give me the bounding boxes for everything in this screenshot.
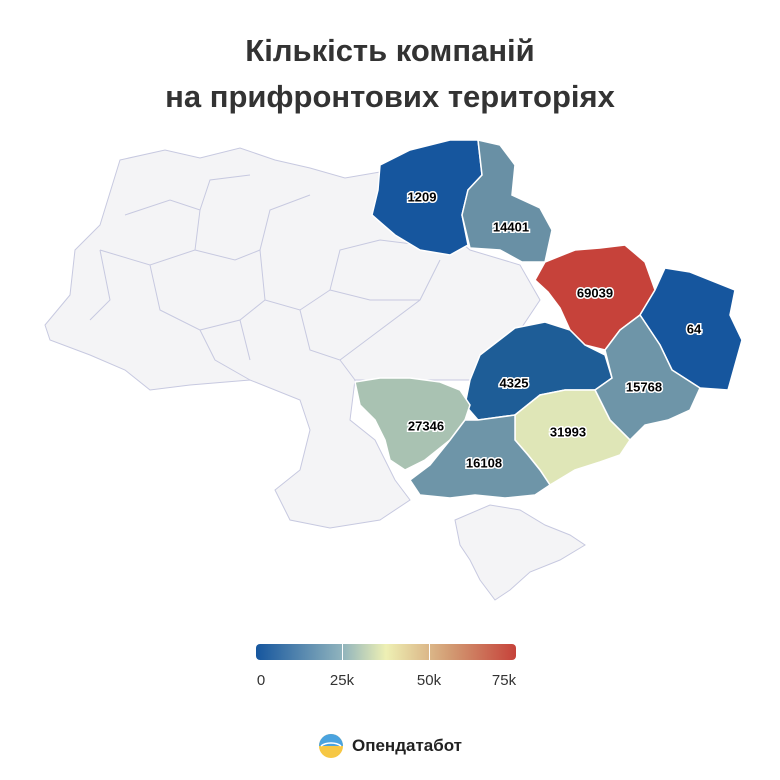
legend-tick: 25k xyxy=(329,672,355,689)
label-kherson: 16108 xyxy=(466,455,502,470)
label-dnipro: 4325 xyxy=(500,375,529,390)
label-luhansk-north: 69039 xyxy=(577,285,613,300)
label-zaporizhzhia: 31993 xyxy=(550,424,586,439)
frontline-regions xyxy=(354,139,743,499)
region-kharkiv xyxy=(461,139,553,263)
legend-divider xyxy=(429,644,430,660)
brand: Опендатабот xyxy=(0,733,780,759)
region-kherson xyxy=(408,414,552,499)
opendatabot-logo-icon xyxy=(318,734,343,758)
legend-tick: 50k xyxy=(416,672,442,689)
legend-gradient xyxy=(256,644,516,660)
color-legend: 0 25k 50k 75k xyxy=(256,644,516,704)
label-mykolaiv: 27346 xyxy=(408,418,444,433)
crimea xyxy=(454,504,586,601)
legend-tick: 75k xyxy=(491,672,517,689)
title-line-2: на прифронтових територіях xyxy=(165,79,615,114)
label-donetsk: 15768 xyxy=(626,379,662,394)
label-luhansk: 64 xyxy=(687,321,702,336)
legend-tick: 0 xyxy=(256,672,266,689)
map-title: Кількість компаній на прифронтових терит… xyxy=(0,28,780,120)
region-labels: 1209 14401 69039 64 4325 15768 27346 319… xyxy=(406,188,703,472)
brand-name: Опендатабот xyxy=(351,736,463,755)
legend-divider xyxy=(342,644,343,660)
label-sumy: 1209 xyxy=(408,189,437,204)
label-kharkiv: 14401 xyxy=(493,219,529,234)
title-line-1: Кількість компаній xyxy=(245,33,535,68)
